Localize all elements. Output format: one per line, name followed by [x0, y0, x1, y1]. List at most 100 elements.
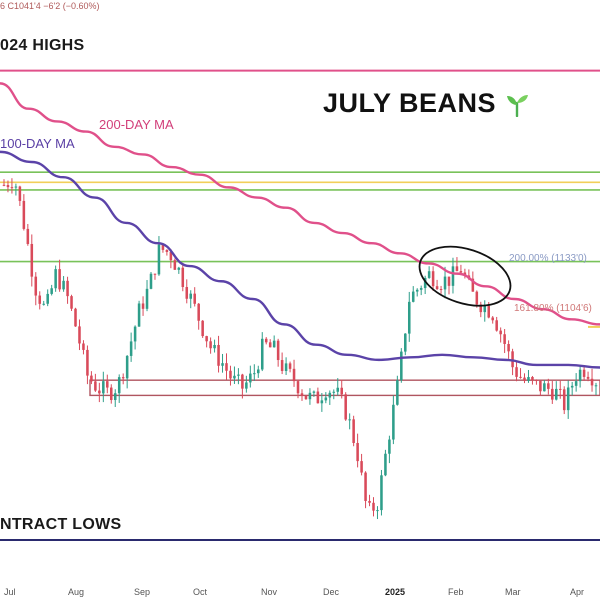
ma200-line: [0, 82, 600, 326]
candle-body: [253, 373, 256, 375]
ma100-line: [0, 150, 600, 369]
candle-body: [30, 243, 34, 277]
candle-body: [427, 271, 431, 278]
candle-body: [121, 377, 125, 379]
candle-body: [209, 341, 212, 349]
candle-body: [384, 453, 387, 476]
candle-body: [94, 381, 97, 391]
highs-2024-label: 024 HIGHS: [0, 37, 85, 54]
candle-body: [241, 374, 244, 389]
candle-body: [237, 374, 240, 376]
candle-body: [58, 269, 61, 290]
candle-body: [177, 267, 181, 270]
candle-body: [423, 277, 427, 289]
candle-body: [495, 320, 498, 331]
candle-body: [157, 244, 161, 275]
candle-body: [503, 334, 506, 344]
candle-body: [336, 387, 340, 392]
candle-body: [14, 186, 18, 188]
ma100-label: 100-DAY MA: [0, 136, 75, 151]
candle-body: [189, 293, 193, 299]
candle-body: [396, 380, 399, 405]
candle-body: [555, 388, 558, 400]
candle-body: [451, 266, 455, 286]
candle-body: [22, 200, 26, 229]
candle-body: [26, 228, 30, 244]
candle-body: [574, 381, 578, 386]
candle-body: [352, 419, 355, 443]
candle-body: [558, 388, 562, 390]
candle-body: [411, 291, 415, 302]
candle-body: [471, 278, 475, 292]
candle-body: [66, 280, 69, 297]
chart-title-text: JULY BEANS: [323, 88, 497, 118]
candle-body: [582, 369, 586, 377]
candle-body: [590, 378, 594, 386]
candle-body: [392, 404, 395, 440]
candle-body: [376, 510, 379, 512]
candle-body: [284, 363, 288, 371]
support-zone: [89, 379, 600, 397]
candle-body: [129, 341, 133, 356]
candle-body: [153, 273, 157, 275]
candle-body: [70, 296, 73, 309]
candle-body: [547, 383, 550, 389]
candle-body: [491, 317, 494, 321]
feb-highlight-ellipse: [418, 245, 512, 307]
candle-body: [149, 273, 153, 289]
candle-body: [225, 363, 228, 371]
x-tick-label: Aug: [68, 587, 85, 597]
candle-body: [113, 393, 117, 401]
candle-body: [443, 276, 447, 290]
candle-body: [268, 342, 272, 348]
candle-body: [523, 377, 526, 381]
candle-body: [296, 381, 300, 394]
candle-body: [328, 392, 332, 398]
candle-body: [86, 349, 89, 376]
candle-body: [2, 184, 6, 186]
contract-lows-label: NTRACT LOWS: [0, 516, 122, 533]
candle-body: [360, 461, 363, 473]
candle-body: [499, 330, 502, 335]
moving-averages: [0, 82, 600, 369]
candle-body: [217, 344, 220, 366]
candle-body: [38, 295, 42, 304]
candle-body: [221, 363, 224, 366]
candle-body: [46, 293, 49, 304]
candle-body: [507, 343, 510, 352]
candles: [2, 178, 598, 520]
fib-200-label: 200.00% (1133'0): [509, 253, 587, 264]
candle-body: [570, 385, 574, 388]
candle-body: [117, 377, 121, 394]
candle-body: [185, 287, 189, 299]
candle-body: [233, 375, 236, 379]
candle-body: [316, 391, 320, 404]
candle-body: [34, 276, 38, 296]
candle-body: [272, 340, 276, 348]
x-tick-label: Nov: [261, 587, 278, 597]
candle-body: [400, 351, 403, 381]
candle-body: [431, 271, 435, 287]
candle-body: [90, 375, 93, 382]
candle-body: [42, 303, 45, 305]
candle-body: [340, 387, 343, 395]
candle-body: [435, 286, 439, 290]
candle-body: [332, 391, 336, 393]
candle-body: [125, 355, 129, 379]
candle-body: [173, 260, 177, 270]
candle-body: [447, 276, 451, 286]
candle-body: [264, 338, 268, 343]
candle-body: [229, 370, 232, 379]
candle-body: [404, 333, 407, 352]
chart-title: JULY BEANS: [323, 88, 530, 119]
candle-body: [479, 304, 483, 313]
candle-body: [459, 271, 463, 273]
sprout-icon: [507, 94, 529, 117]
candle-body: [106, 381, 109, 388]
candle-body: [54, 269, 57, 289]
candle-body: [74, 308, 77, 327]
candle-body: [141, 303, 145, 309]
candle-body: [304, 395, 308, 400]
candle-body: [380, 475, 383, 511]
candle-body: [300, 393, 304, 396]
